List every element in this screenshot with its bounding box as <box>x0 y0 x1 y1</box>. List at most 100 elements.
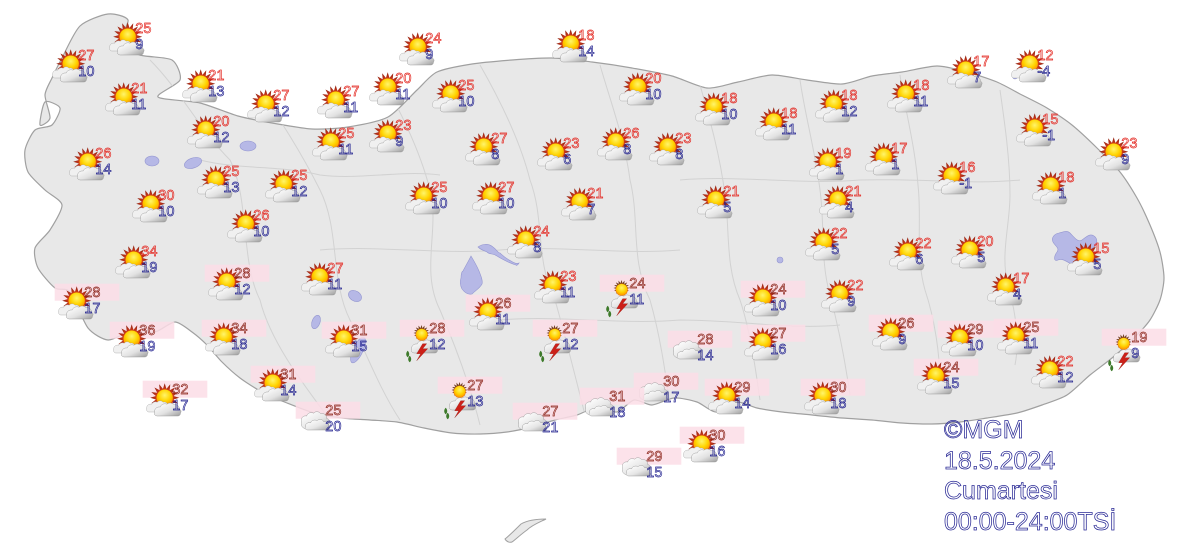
svg-text:12: 12 <box>291 184 307 200</box>
svg-text:21: 21 <box>723 184 739 200</box>
svg-text:27: 27 <box>770 326 786 342</box>
svg-text:12: 12 <box>1037 48 1053 64</box>
svg-text:9: 9 <box>395 134 403 150</box>
svg-text:27: 27 <box>78 48 94 64</box>
svg-text:12: 12 <box>273 104 289 120</box>
svg-text:10: 10 <box>721 107 737 123</box>
svg-text:5: 5 <box>977 250 985 266</box>
svg-text:12: 12 <box>234 282 250 298</box>
svg-text:9: 9 <box>1131 346 1139 362</box>
svg-text:30: 30 <box>158 188 174 204</box>
svg-text:14: 14 <box>697 348 713 364</box>
svg-text:17: 17 <box>1013 271 1029 287</box>
svg-text:14: 14 <box>280 383 296 399</box>
svg-text:18: 18 <box>841 88 857 104</box>
svg-text:25: 25 <box>1023 320 1039 336</box>
svg-text:8: 8 <box>533 240 541 256</box>
svg-text:17: 17 <box>84 301 100 317</box>
svg-text:20: 20 <box>213 114 229 130</box>
svg-text:21: 21 <box>208 68 224 84</box>
svg-text:16: 16 <box>709 444 725 460</box>
svg-text:22: 22 <box>915 236 931 252</box>
svg-text:20: 20 <box>395 71 411 87</box>
svg-text:13: 13 <box>223 180 239 196</box>
svg-text:27: 27 <box>327 261 343 277</box>
svg-text:24: 24 <box>533 224 549 240</box>
svg-text:12: 12 <box>429 337 445 353</box>
svg-text:20: 20 <box>325 419 341 435</box>
svg-text:9: 9 <box>425 47 433 63</box>
svg-text:26: 26 <box>95 146 111 162</box>
svg-text:15: 15 <box>1093 241 1109 257</box>
svg-text:19: 19 <box>835 146 851 162</box>
svg-text:12: 12 <box>841 104 857 120</box>
svg-text:10: 10 <box>498 196 514 212</box>
svg-text:26: 26 <box>495 296 511 312</box>
svg-text:1: 1 <box>891 157 899 173</box>
svg-text:30: 30 <box>663 374 679 390</box>
svg-text:34: 34 <box>141 244 157 260</box>
svg-text:25: 25 <box>338 126 354 142</box>
svg-text:17: 17 <box>172 398 188 414</box>
svg-text:13: 13 <box>467 394 483 410</box>
svg-text:11: 11 <box>913 94 928 110</box>
svg-text:4: 4 <box>1013 287 1021 303</box>
svg-text:28: 28 <box>697 332 713 348</box>
svg-text:24: 24 <box>425 31 441 47</box>
svg-text:27: 27 <box>273 88 289 104</box>
svg-text:23: 23 <box>563 136 579 152</box>
svg-text:25: 25 <box>431 180 447 196</box>
svg-text:10: 10 <box>431 196 447 212</box>
svg-text:12: 12 <box>562 337 578 353</box>
svg-text:-4: -4 <box>1037 64 1050 80</box>
svg-text:17: 17 <box>891 141 907 157</box>
svg-text:25: 25 <box>135 21 151 37</box>
svg-text:6: 6 <box>915 252 923 268</box>
svg-text:8: 8 <box>491 147 499 163</box>
svg-text:18: 18 <box>721 91 737 107</box>
svg-text:11: 11 <box>395 87 410 103</box>
svg-text:1: 1 <box>835 162 843 178</box>
svg-text:10: 10 <box>967 338 983 354</box>
svg-text:30: 30 <box>830 380 846 396</box>
svg-text:14: 14 <box>734 396 750 412</box>
svg-text:29: 29 <box>734 380 750 396</box>
svg-text:16: 16 <box>959 160 975 176</box>
svg-text:31: 31 <box>280 367 296 383</box>
svg-text:25: 25 <box>325 403 341 419</box>
svg-text:27: 27 <box>467 378 483 394</box>
svg-text:25: 25 <box>223 164 239 180</box>
svg-text:19: 19 <box>139 339 155 355</box>
svg-text:5: 5 <box>723 200 731 216</box>
svg-text:12: 12 <box>213 130 229 146</box>
svg-text:20: 20 <box>977 234 993 250</box>
svg-text:25: 25 <box>291 168 307 184</box>
svg-text:21: 21 <box>131 81 147 97</box>
svg-text:24: 24 <box>943 360 959 376</box>
svg-text:18: 18 <box>578 28 594 44</box>
svg-text:23: 23 <box>395 118 411 134</box>
svg-text:Cumartesi: Cumartesi <box>944 477 1058 505</box>
svg-text:9: 9 <box>898 332 906 348</box>
svg-text:25: 25 <box>458 78 474 94</box>
svg-text:11: 11 <box>629 292 644 308</box>
svg-text:6: 6 <box>563 152 571 168</box>
svg-text:15: 15 <box>646 465 662 481</box>
svg-text:18: 18 <box>1058 170 1074 186</box>
svg-text:11: 11 <box>1023 336 1038 352</box>
svg-text:26: 26 <box>253 208 269 224</box>
svg-text:27: 27 <box>343 84 359 100</box>
svg-text:30: 30 <box>709 428 725 444</box>
svg-text:29: 29 <box>967 322 983 338</box>
svg-text:10: 10 <box>645 87 661 103</box>
svg-text:11: 11 <box>781 122 796 138</box>
svg-text:27: 27 <box>562 321 578 337</box>
svg-text:23: 23 <box>560 269 576 285</box>
svg-text:16: 16 <box>770 342 786 358</box>
svg-text:14: 14 <box>578 44 594 60</box>
svg-text:19: 19 <box>1131 330 1147 346</box>
svg-text:34: 34 <box>231 321 247 337</box>
svg-text:20: 20 <box>645 71 661 87</box>
svg-text:9: 9 <box>847 294 855 310</box>
svg-text:11: 11 <box>338 142 353 158</box>
